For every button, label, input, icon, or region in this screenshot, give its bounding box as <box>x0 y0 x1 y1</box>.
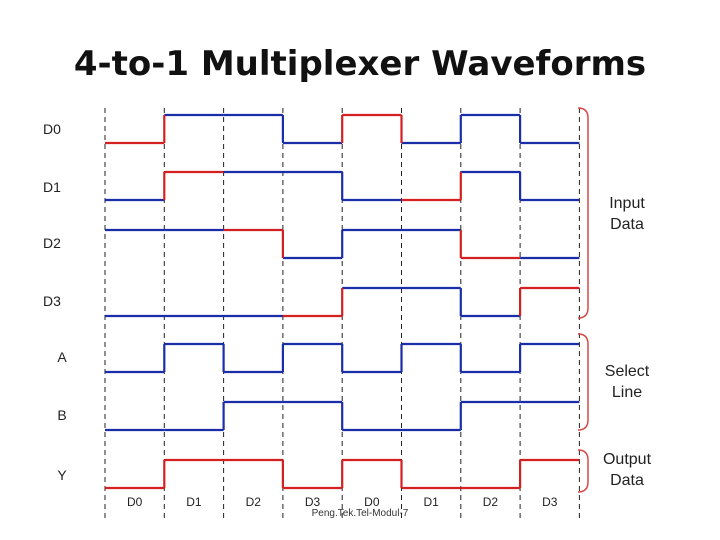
group-label-line1: Select <box>605 363 650 380</box>
signal-label: D0 <box>43 121 61 137</box>
slide-footer: Peng.Tek.Tel-Modul-7 <box>311 508 409 519</box>
signal-label: D1 <box>43 179 61 195</box>
group-label-line2: Data <box>610 472 644 489</box>
slot-label: D3 <box>305 495 321 509</box>
group-bracket <box>577 333 589 431</box>
group-label-line1: Output <box>603 451 652 468</box>
slot-label: D2 <box>246 495 262 509</box>
slot-label: D2 <box>483 495 499 509</box>
group-bracket <box>577 449 589 493</box>
slot-label: D0 <box>364 495 380 509</box>
group-bracket <box>577 107 589 319</box>
slide-title: 4-to-1 Multiplexer Waveforms <box>73 44 647 84</box>
signal-label: D2 <box>43 235 61 251</box>
signal-label: A <box>57 349 67 365</box>
signal-label: B <box>57 407 66 423</box>
slot-label: D1 <box>423 495 439 509</box>
group-label-line2: Data <box>610 216 644 233</box>
group-label-line2: Line <box>612 384 642 401</box>
group-label-line1: Input <box>609 195 645 212</box>
slot-label: D3 <box>542 495 558 509</box>
signal-label: Y <box>57 467 67 483</box>
slot-label: D0 <box>127 495 143 509</box>
signal-label: D3 <box>43 293 61 309</box>
slot-label: D1 <box>186 495 202 509</box>
